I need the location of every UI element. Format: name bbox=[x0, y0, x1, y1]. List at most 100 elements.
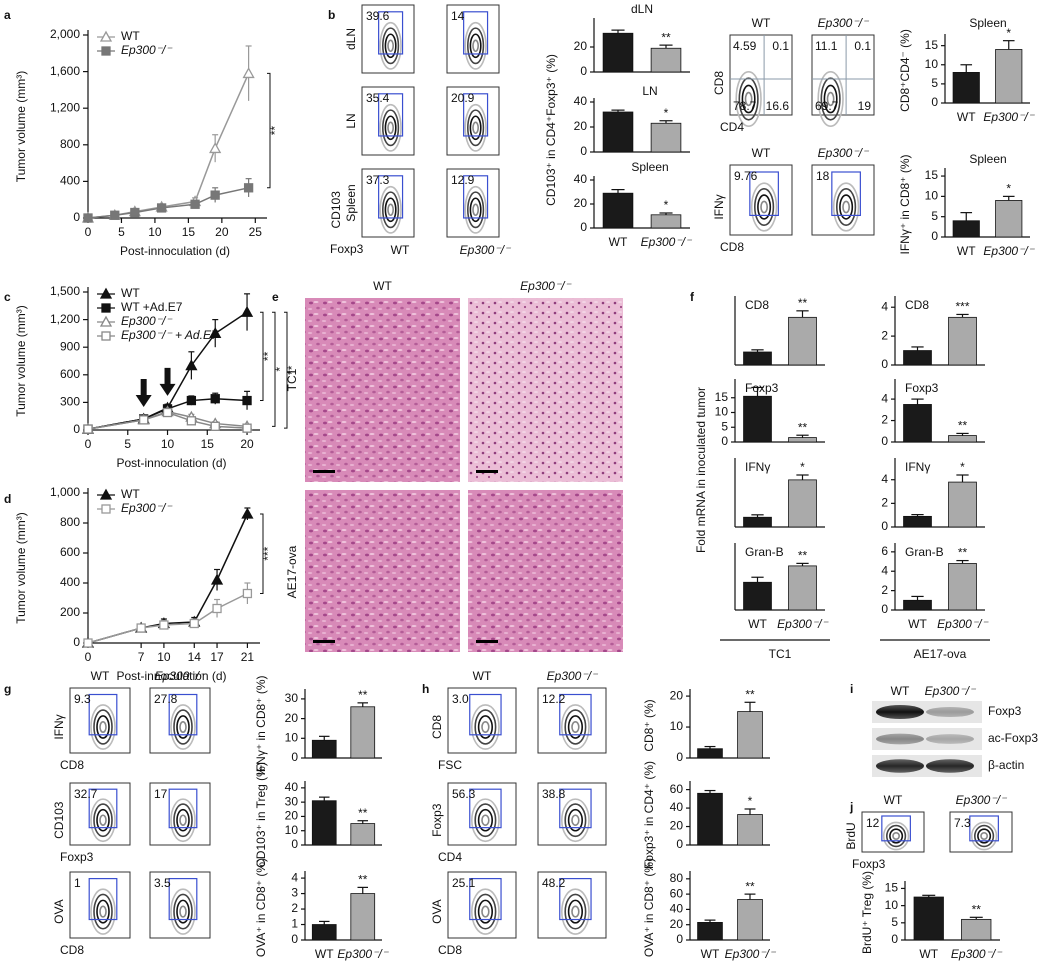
bar bbox=[903, 599, 932, 611]
bar bbox=[788, 479, 817, 528]
x-tick-label: 17 bbox=[210, 650, 224, 664]
bar-title: Spleen bbox=[631, 160, 668, 174]
gate-value: 9.3 bbox=[74, 692, 91, 706]
y-axis-label: OVA bbox=[430, 899, 444, 923]
panel-label: b bbox=[328, 8, 335, 22]
significance: ** bbox=[261, 351, 275, 361]
marker bbox=[139, 415, 149, 425]
gate-value: 9.76 bbox=[734, 169, 758, 183]
contour bbox=[96, 715, 110, 739]
bar-title: IFNγ bbox=[745, 460, 770, 474]
gate bbox=[749, 171, 779, 217]
gate-value: 3.0 bbox=[452, 692, 469, 706]
significance: ** bbox=[268, 126, 282, 136]
marker bbox=[101, 331, 111, 341]
marker bbox=[185, 359, 198, 371]
bar bbox=[602, 32, 634, 73]
gate bbox=[168, 788, 198, 829]
x-tick-label: WT bbox=[908, 617, 927, 631]
scale-bar bbox=[313, 640, 335, 643]
marker bbox=[110, 210, 120, 220]
y-tick-label: 10 bbox=[925, 57, 939, 71]
bar bbox=[743, 581, 772, 611]
gate bbox=[969, 815, 999, 842]
contour bbox=[564, 893, 587, 930]
legend-label: WT bbox=[121, 487, 140, 501]
marker bbox=[210, 421, 220, 431]
y-axis-label: CD103 bbox=[329, 191, 343, 229]
marker bbox=[186, 416, 197, 426]
y-tick-label: 0 bbox=[73, 635, 80, 649]
histology-image bbox=[468, 490, 623, 652]
blot-band bbox=[876, 733, 924, 745]
bar bbox=[995, 200, 1023, 238]
column-label: Ep300⁻/⁻ bbox=[547, 669, 599, 683]
contour bbox=[170, 888, 196, 935]
bar-title: Gran-B bbox=[905, 545, 944, 559]
y-axis-label: Foxp3 bbox=[430, 803, 444, 837]
x-tick-label: Ep300⁻/⁻ bbox=[983, 244, 1035, 258]
y-tick-label: 0 bbox=[580, 220, 587, 234]
contour bbox=[571, 814, 580, 826]
contour bbox=[889, 828, 904, 844]
contour bbox=[90, 888, 116, 935]
legend-label: Ep300⁻/⁻ bbox=[121, 314, 173, 328]
y-tick-label: 800 bbox=[60, 137, 80, 151]
x-axis-label: CD8 bbox=[720, 240, 744, 254]
y-tick-label: 0 bbox=[931, 229, 938, 243]
panel-label: f bbox=[690, 290, 695, 304]
bar bbox=[311, 800, 337, 846]
contour bbox=[99, 905, 107, 918]
y-axis-label: Tumor volume (mm³) bbox=[14, 305, 28, 417]
scale-bar bbox=[313, 470, 335, 473]
gate bbox=[378, 175, 404, 219]
x-tick-label: 25 bbox=[249, 225, 263, 239]
y-tick-label: 30 bbox=[285, 691, 299, 705]
marker bbox=[241, 507, 254, 519]
marker bbox=[136, 623, 146, 633]
marker bbox=[99, 30, 113, 42]
y-tick-label: 400 bbox=[60, 174, 80, 188]
y-axis-label: IFNγ bbox=[712, 194, 726, 219]
y-tick-label: 20 bbox=[285, 711, 299, 725]
bar bbox=[697, 792, 723, 846]
gate bbox=[88, 693, 118, 736]
y-tick-label: 0 bbox=[881, 357, 888, 371]
significance: ** bbox=[745, 879, 755, 893]
x-axis-label: CD8 bbox=[60, 943, 84, 957]
y-tick-label: 900 bbox=[60, 339, 80, 353]
contour bbox=[826, 91, 835, 107]
x-tick-label: 5 bbox=[118, 225, 125, 239]
gate-value: 38.8 bbox=[542, 787, 566, 801]
x-tick-label: WT bbox=[748, 617, 767, 631]
blot-band bbox=[926, 706, 974, 718]
legend-label: WT bbox=[121, 29, 140, 43]
blot-band bbox=[876, 759, 924, 773]
contour bbox=[738, 77, 759, 121]
significance: * bbox=[664, 198, 669, 212]
marker bbox=[101, 303, 111, 313]
gate bbox=[469, 693, 502, 736]
contour bbox=[477, 715, 494, 739]
y-tick-label: 5 bbox=[931, 209, 938, 223]
bar bbox=[311, 924, 337, 941]
x-tick-label: WT bbox=[957, 244, 976, 258]
contour bbox=[474, 893, 497, 930]
marker bbox=[210, 190, 220, 200]
gate-value: 16.6 bbox=[766, 99, 790, 113]
contour bbox=[470, 798, 500, 843]
contour bbox=[571, 905, 580, 918]
contour bbox=[469, 33, 482, 59]
y-tick-label: 40 bbox=[285, 780, 299, 794]
contour bbox=[735, 71, 762, 128]
x-axis-label: Foxp3 bbox=[60, 850, 94, 864]
gate-value: 78.7 bbox=[733, 99, 757, 113]
marker bbox=[83, 638, 93, 648]
x-tick-label: 15 bbox=[182, 225, 196, 239]
gate bbox=[168, 693, 198, 736]
significance: ** bbox=[798, 296, 808, 310]
bar bbox=[737, 814, 763, 846]
gate bbox=[469, 788, 502, 829]
bar bbox=[737, 711, 763, 759]
gate-value: 4.59 bbox=[733, 39, 757, 53]
